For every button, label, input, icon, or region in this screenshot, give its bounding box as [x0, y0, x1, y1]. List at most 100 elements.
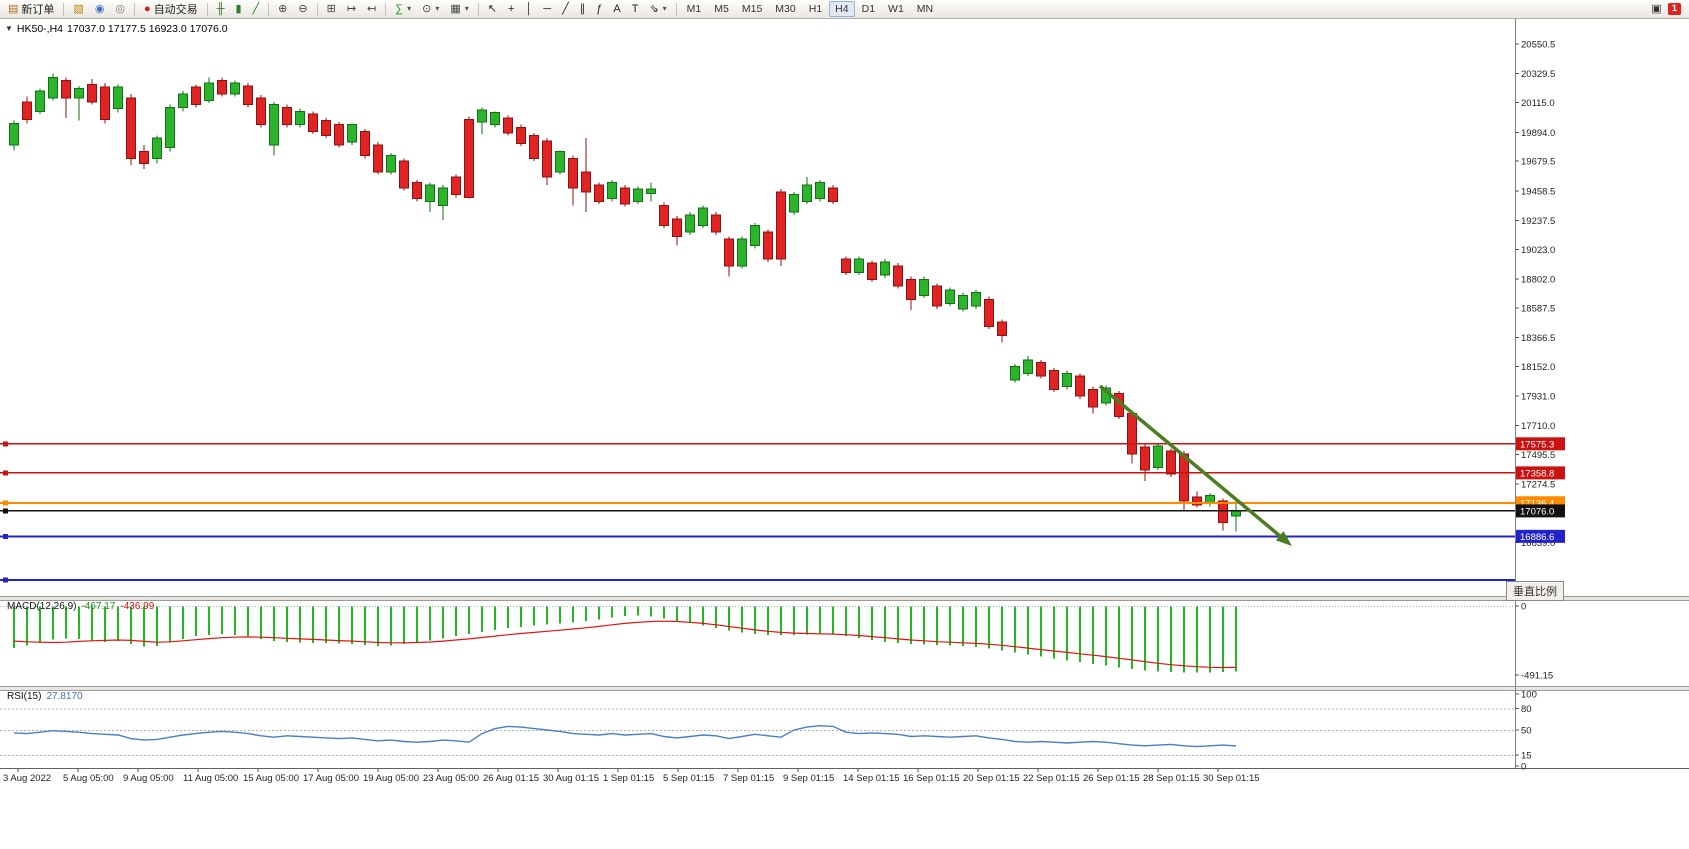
candle-body	[659, 204, 669, 227]
hline-handle[interactable]	[3, 577, 8, 583]
candle-body	[828, 187, 838, 202]
price-tag-label: 17575.3	[1520, 440, 1554, 451]
tile-windows-button[interactable]: ⊞	[322, 1, 341, 17]
restore-window-icon[interactable]: ▣	[1651, 2, 1662, 15]
hline-handle[interactable]	[3, 508, 8, 514]
chart-symbol-period: HK50-,H4	[16, 23, 64, 35]
templates-button[interactable]: ▦ ▾	[445, 1, 473, 17]
candle-body	[360, 130, 370, 157]
price-tag	[1516, 466, 1565, 480]
time-axis-label: 22 Sep 01:15	[1023, 773, 1080, 784]
vertical-line-tool-button[interactable]: │	[520, 1, 537, 17]
trendline-tool-button[interactable]: ╱	[557, 1, 574, 17]
timeframe-h1-button[interactable]: H1	[803, 1, 828, 17]
metaeditor-button[interactable]: ▨	[68, 1, 88, 17]
trend-arrow-line[interactable]	[1098, 384, 1286, 541]
toolbar-separator	[675, 2, 677, 16]
chevron-down-icon: ▾	[407, 4, 412, 13]
timeframe-d1-button[interactable]: D1	[856, 1, 881, 17]
timeframe-m1-button[interactable]: M1	[681, 1, 708, 17]
sound-button[interactable]: ◎	[110, 1, 130, 17]
candle-body	[1075, 375, 1085, 397]
hline-handle[interactable]	[3, 441, 8, 447]
candle-body	[1062, 372, 1072, 388]
price-tick-label: 17274.5	[1521, 480, 1555, 491]
rsi-axis-label: 100	[1521, 690, 1537, 701]
toolbar-separator	[477, 2, 479, 16]
hline-handle[interactable]	[3, 470, 8, 476]
line-chart-button[interactable]: ╱	[248, 1, 265, 17]
main-toolbar: ▤ 新订单 ▨ ◉ ◎ ● 自动交易 ╫ ▮ ╱ ⊕ ⊖ ⊞ ↦ ↤ ∑ ▾	[0, 0, 1689, 19]
crosshair-icon: +	[508, 2, 515, 15]
notification-badge[interactable]: 1	[1667, 3, 1681, 15]
auto-scroll-button[interactable]: ↦	[342, 1, 361, 17]
autotrade-button[interactable]: ● 自动交易	[139, 1, 203, 17]
horizontal-line-tool-button[interactable]: ─	[538, 1, 556, 17]
text-label-tool-button[interactable]: T	[627, 1, 644, 17]
chevron-down-icon: ▾	[435, 4, 440, 13]
quote-collapse-icon[interactable]: ▼	[5, 24, 13, 33]
crosshair-tool-button[interactable]: +	[503, 1, 519, 17]
candle-body	[74, 87, 84, 99]
macd-value-signal: -436.99	[120, 601, 155, 612]
trend-arrow-head[interactable]	[1275, 531, 1292, 546]
timeframe-mn-button[interactable]: MN	[911, 1, 939, 17]
cursor-tool-button[interactable]: ↖	[483, 1, 502, 17]
new-order-icon: ▤	[8, 2, 19, 15]
rsi-name: RSI(15)	[7, 691, 42, 702]
price-tick-label: 19023.0	[1521, 245, 1555, 256]
candle-body	[438, 187, 448, 206]
price-tick-label: 18366.5	[1521, 333, 1555, 344]
time-axis-label: 30 Aug 01:15	[543, 773, 599, 784]
candle-body	[997, 321, 1007, 337]
fibonacci-tool-button[interactable]: ƒ	[591, 1, 607, 17]
zoom-in-button[interactable]: ⊕	[273, 1, 292, 17]
zoom-out-button[interactable]: ⊖	[293, 1, 312, 17]
price-tick-label: 18802.0	[1521, 274, 1555, 285]
text-tool-button[interactable]: A	[608, 1, 625, 17]
candle-body	[685, 214, 695, 233]
hline-handle[interactable]	[3, 500, 8, 506]
new-order-button[interactable]: ▤ 新订单	[3, 1, 59, 17]
candle-body	[321, 120, 331, 136]
time-axis-label: 30 Sep 01:15	[1203, 773, 1260, 784]
arrows-tool-button[interactable]: ⇘ ▾	[644, 1, 671, 17]
timeframe-m5-button[interactable]: M5	[708, 1, 735, 17]
candle-body	[607, 182, 617, 200]
new-order-label: 新订单	[21, 4, 55, 16]
candle-body	[1192, 496, 1202, 506]
bar-chart-button[interactable]: ╫	[212, 1, 230, 17]
candle-body	[880, 261, 890, 276]
candle-body	[919, 278, 929, 296]
candle-body	[399, 160, 409, 189]
time-axis-label: 28 Sep 01:15	[1143, 773, 1200, 784]
timeframe-m30-button[interactable]: M30	[769, 1, 801, 17]
candle-body	[633, 188, 643, 202]
toolbar-separator	[268, 2, 270, 16]
periods-button[interactable]: ⊙ ▾	[417, 1, 444, 17]
timeframe-h4-button[interactable]: H4	[829, 1, 855, 17]
price-tick-label: 16839.0	[1521, 538, 1555, 549]
timeframe-m15-button[interactable]: M15	[736, 1, 768, 17]
timeframe-w1-button[interactable]: W1	[882, 1, 910, 17]
candle-body	[906, 278, 916, 300]
chart-shift-button[interactable]: ↤	[362, 1, 381, 17]
macd-signal-line	[13, 620, 1237, 669]
pane-separator[interactable]	[0, 596, 1689, 601]
candle-body	[152, 137, 162, 159]
channel-tool-button[interactable]: ∥	[575, 1, 591, 17]
broadcast-button[interactable]: ◉	[90, 1, 110, 17]
candle-body	[724, 238, 734, 267]
vertical-scale-tooltip: 垂直比例	[1506, 581, 1564, 601]
cursor-icon: ↖	[487, 2, 497, 15]
candle-body	[581, 171, 591, 193]
indicators-button[interactable]: ∑ ▾	[390, 1, 416, 17]
price-tag-label: 17076.0	[1520, 507, 1554, 518]
price-tag	[1516, 437, 1565, 451]
pane-separator[interactable]	[0, 686, 1689, 691]
sound-icon: ◎	[115, 2, 126, 15]
price-tick-label: 20329.5	[1521, 69, 1555, 80]
candlestick-chart-button[interactable]: ▮	[230, 1, 246, 17]
hline-handle[interactable]	[3, 533, 8, 539]
